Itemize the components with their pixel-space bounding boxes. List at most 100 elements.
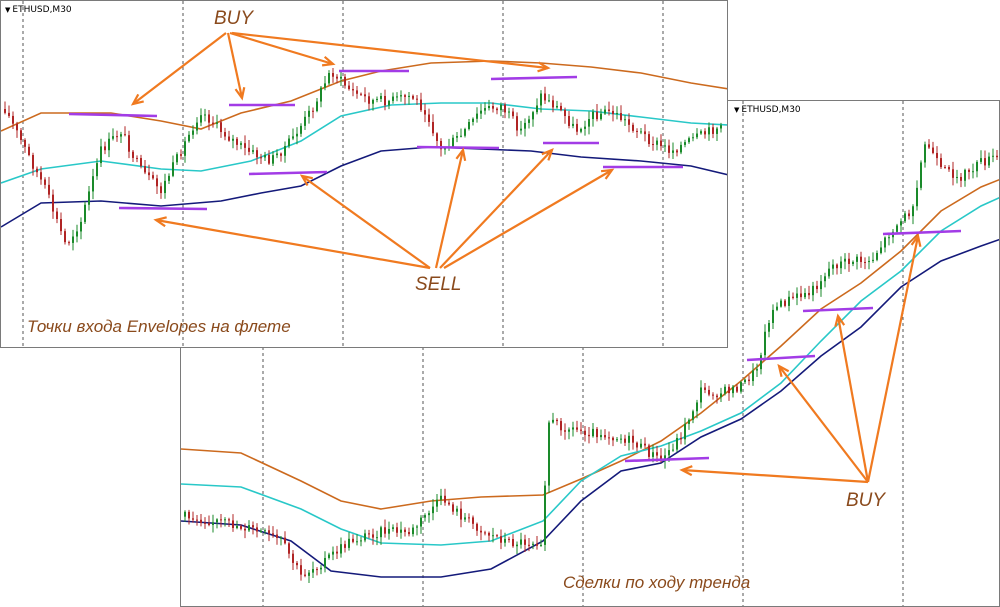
entry-level-line <box>416 145 500 150</box>
candle-bull <box>300 125 302 134</box>
candle-bull <box>324 557 326 568</box>
candle-bull <box>284 146 286 156</box>
candle-bear <box>280 153 282 156</box>
candle-bear <box>628 119 630 125</box>
candle-bull <box>96 163 98 177</box>
candle-bear <box>24 139 26 147</box>
candle-bull <box>640 131 642 133</box>
candle-bear <box>996 155 998 158</box>
candle-bear <box>196 519 198 521</box>
candle-bull <box>768 322 770 332</box>
candle-bull <box>884 237 886 248</box>
candle-bull <box>780 300 782 307</box>
candle-bear <box>152 175 154 179</box>
candle-bear <box>636 442 638 448</box>
candle-bull <box>188 134 190 142</box>
candle-bull <box>628 435 630 443</box>
candle-bear <box>556 419 558 422</box>
candle-bull <box>688 138 690 143</box>
candle-bear <box>44 179 46 185</box>
candle-bull <box>680 144 682 153</box>
candle-bull <box>392 527 394 529</box>
candle-bear <box>268 154 270 164</box>
candle-bull <box>900 221 902 226</box>
candle-bear <box>496 108 498 111</box>
candle-bear <box>60 218 62 232</box>
candle-bear <box>220 122 222 133</box>
candle-bear <box>596 428 598 438</box>
candle-bear <box>284 537 286 544</box>
candle-bull <box>400 95 402 97</box>
candle-bear <box>940 158 942 168</box>
candle-bull <box>732 386 734 394</box>
candle-bear <box>272 533 274 535</box>
candle-bull <box>852 261 854 264</box>
candle-bull <box>196 122 198 131</box>
candle-bull <box>216 519 218 523</box>
candle-bear <box>160 186 162 194</box>
candle-bear <box>468 517 470 519</box>
candle-bear <box>208 114 210 123</box>
candle-bull <box>912 206 914 217</box>
candle-bull <box>252 150 254 152</box>
candle-bear <box>292 553 294 563</box>
candle-bull <box>192 130 194 135</box>
candle-bear <box>496 535 498 537</box>
candle-bull <box>804 292 806 298</box>
sell-label: SELL <box>415 274 462 295</box>
candle-bull <box>868 260 870 263</box>
candle-bear <box>288 543 290 554</box>
candle-bull <box>304 116 306 126</box>
candle-bull <box>620 438 622 440</box>
panel-caption: Точки входа Envelopes на флете <box>27 317 291 336</box>
candle-bull <box>500 104 502 111</box>
dropdown-triangle-icon: ▼ <box>734 106 740 114</box>
candle-bull <box>916 187 918 207</box>
candle-bull <box>504 538 506 543</box>
candle-bear <box>344 76 346 86</box>
candle-bull <box>904 213 906 222</box>
candle-bear <box>436 133 438 141</box>
candle-bear <box>156 178 158 187</box>
candle-bear <box>476 523 478 531</box>
candle-bull <box>472 118 474 122</box>
candle-bull <box>320 567 322 570</box>
candle-bull <box>232 138 234 141</box>
candle-bull <box>328 554 330 558</box>
candle-bear <box>32 155 34 169</box>
candle-bear <box>716 395 718 398</box>
candle-bull <box>876 252 878 260</box>
candle-bear <box>192 518 194 520</box>
candle-bear <box>276 534 278 538</box>
candle-bear <box>300 565 302 575</box>
candle-bull <box>556 105 558 108</box>
candle-bull <box>264 154 266 158</box>
candle-bull <box>240 143 242 145</box>
candle-bull <box>824 276 826 282</box>
candle-bear <box>132 151 134 158</box>
candle-bull <box>664 455 666 462</box>
candle-bear <box>296 562 298 566</box>
candle-bear <box>952 169 954 178</box>
candle-bull <box>520 128 522 131</box>
candle-bull <box>396 96 398 98</box>
candle-bear <box>608 437 610 439</box>
candle-bear <box>644 131 646 135</box>
candle-bull <box>172 162 174 176</box>
candle-bull <box>528 119 530 123</box>
candle-bull <box>280 537 282 539</box>
candle-bull <box>828 268 830 277</box>
candle-bear <box>352 538 354 542</box>
candle-bear <box>212 122 214 124</box>
candle-bear <box>636 130 638 132</box>
candle-bull <box>540 93 542 106</box>
candle-bull <box>716 128 718 134</box>
candle-bear <box>560 421 562 431</box>
candle-bear <box>384 527 386 534</box>
candle-bear <box>552 100 554 108</box>
entry-level-line <box>802 306 874 313</box>
candle-bull <box>672 150 674 153</box>
candle-bull <box>536 105 538 113</box>
candle-bear <box>792 296 794 298</box>
candle-bull <box>468 121 470 130</box>
